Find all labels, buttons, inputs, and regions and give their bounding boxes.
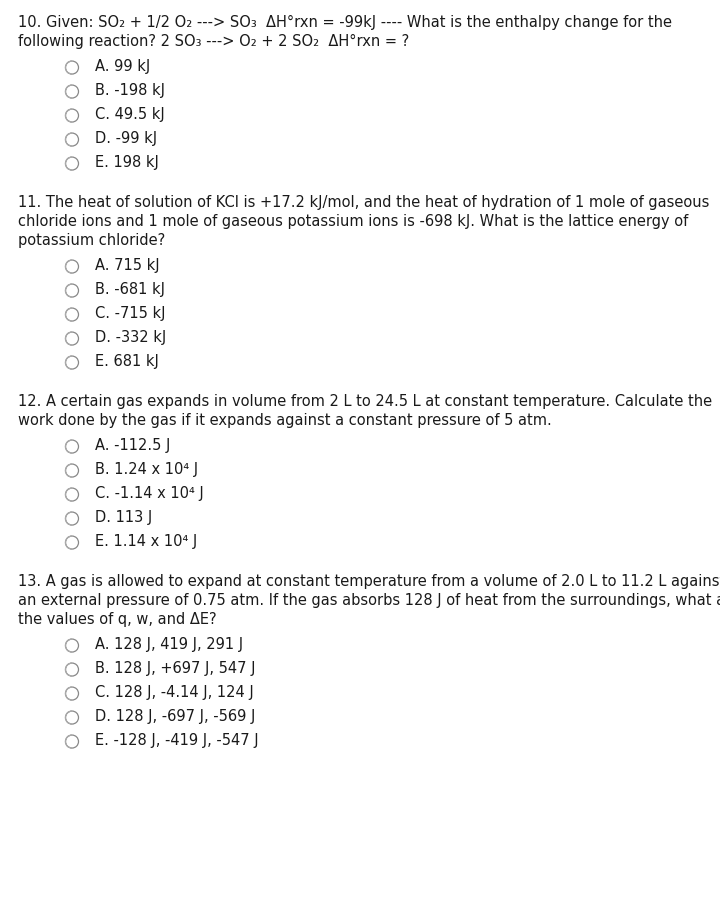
Text: the values of q, w, and ΔE?: the values of q, w, and ΔE? bbox=[18, 612, 217, 627]
Text: A. -112.5 J: A. -112.5 J bbox=[95, 438, 171, 453]
Text: D. 113 J: D. 113 J bbox=[95, 510, 152, 525]
Text: 11. The heat of solution of KCl is +17.2 kJ/mol, and the heat of hydration of 1 : 11. The heat of solution of KCl is +17.2… bbox=[18, 195, 709, 210]
Text: A. 715 kJ: A. 715 kJ bbox=[95, 258, 160, 273]
Text: C. -1.14 x 10⁴ J: C. -1.14 x 10⁴ J bbox=[95, 486, 204, 501]
Text: C. -715 kJ: C. -715 kJ bbox=[95, 306, 166, 321]
Text: D. 128 J, -697 J, -569 J: D. 128 J, -697 J, -569 J bbox=[95, 709, 256, 724]
Text: C. 49.5 kJ: C. 49.5 kJ bbox=[95, 107, 165, 122]
Text: 13. A gas is allowed to expand at constant temperature from a volume of 2.0 L to: 13. A gas is allowed to expand at consta… bbox=[18, 574, 720, 589]
Text: work done by the gas if it expands against a constant pressure of 5 atm.: work done by the gas if it expands again… bbox=[18, 413, 552, 428]
Text: D. -99 kJ: D. -99 kJ bbox=[95, 131, 157, 146]
Text: an external pressure of 0.75 atm. If the gas absorbs 128 J of heat from the surr: an external pressure of 0.75 atm. If the… bbox=[18, 593, 720, 608]
Text: B. -681 kJ: B. -681 kJ bbox=[95, 282, 165, 297]
Text: potassium chloride?: potassium chloride? bbox=[18, 233, 166, 248]
Text: E. -128 J, -419 J, -547 J: E. -128 J, -419 J, -547 J bbox=[95, 733, 258, 748]
Text: 10. Given: SO₂ + 1/2 O₂ ---> SO₃  ΔH°rxn = -99kJ ---- What is the enthalpy chang: 10. Given: SO₂ + 1/2 O₂ ---> SO₃ ΔH°rxn … bbox=[18, 15, 672, 30]
Text: E. 681 kJ: E. 681 kJ bbox=[95, 354, 159, 369]
Text: B. 1.24 x 10⁴ J: B. 1.24 x 10⁴ J bbox=[95, 462, 198, 477]
Text: A. 128 J, 419 J, 291 J: A. 128 J, 419 J, 291 J bbox=[95, 637, 243, 652]
Text: E. 198 kJ: E. 198 kJ bbox=[95, 155, 159, 170]
Text: following reaction? 2 SO₃ ---> O₂ + 2 SO₂  ΔH°rxn = ?: following reaction? 2 SO₃ ---> O₂ + 2 SO… bbox=[18, 34, 409, 49]
Text: D. -332 kJ: D. -332 kJ bbox=[95, 330, 166, 345]
Text: C. 128 J, -4.14 J, 124 J: C. 128 J, -4.14 J, 124 J bbox=[95, 685, 253, 700]
Text: E. 1.14 x 10⁴ J: E. 1.14 x 10⁴ J bbox=[95, 534, 197, 549]
Text: B. -198 kJ: B. -198 kJ bbox=[95, 83, 165, 98]
Text: B. 128 J, +697 J, 547 J: B. 128 J, +697 J, 547 J bbox=[95, 661, 256, 676]
Text: 12. A certain gas expands in volume from 2 L to 24.5 L at constant temperature. : 12. A certain gas expands in volume from… bbox=[18, 394, 712, 409]
Text: chloride ions and 1 mole of gaseous potassium ions is -698 kJ. What is the latti: chloride ions and 1 mole of gaseous pota… bbox=[18, 214, 688, 229]
Text: A. 99 kJ: A. 99 kJ bbox=[95, 59, 150, 74]
